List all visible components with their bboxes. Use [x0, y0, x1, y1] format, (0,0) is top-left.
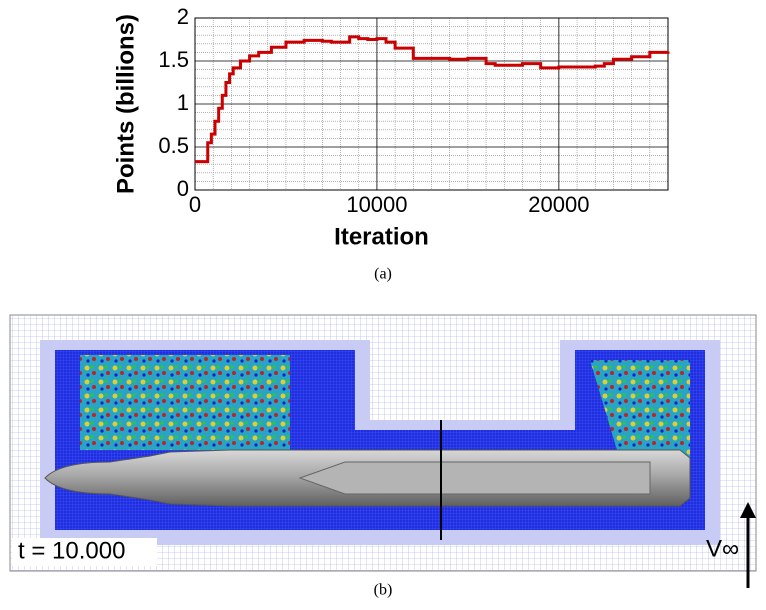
y-tick-label: 0.5 [158, 133, 189, 158]
y-tick-label: 1.5 [158, 47, 189, 72]
y-tick-label: 1 [177, 90, 189, 115]
x-tick-label: 20000 [528, 192, 589, 217]
simulation-image: t = 10.000 V∞ [9, 314, 757, 588]
x-tick-label: 10000 [346, 192, 407, 217]
x-tick-label: 0 [189, 192, 201, 217]
chart: 0 0.5 1 1.5 2 0 10000 20000 Iteration Points (bil… [112, 4, 670, 250]
x-axis-label: Iteration [334, 223, 429, 250]
flow-arrowhead [740, 502, 756, 518]
caption: (b) [374, 582, 393, 599]
y-tick-label: 2 [177, 4, 189, 29]
plot-frame [194, 17, 669, 191]
velocity-label: V∞ [706, 535, 739, 562]
label-bg [12, 538, 157, 566]
caption: (a) [374, 266, 392, 283]
data-line [195, 35, 670, 164]
time-label: t = 10.000 [18, 537, 125, 564]
y-tick-label: 0 [177, 176, 189, 201]
y-axis-label: Points (billions) [112, 14, 139, 194]
turbulence [80, 355, 690, 460]
booster [298, 461, 651, 495]
